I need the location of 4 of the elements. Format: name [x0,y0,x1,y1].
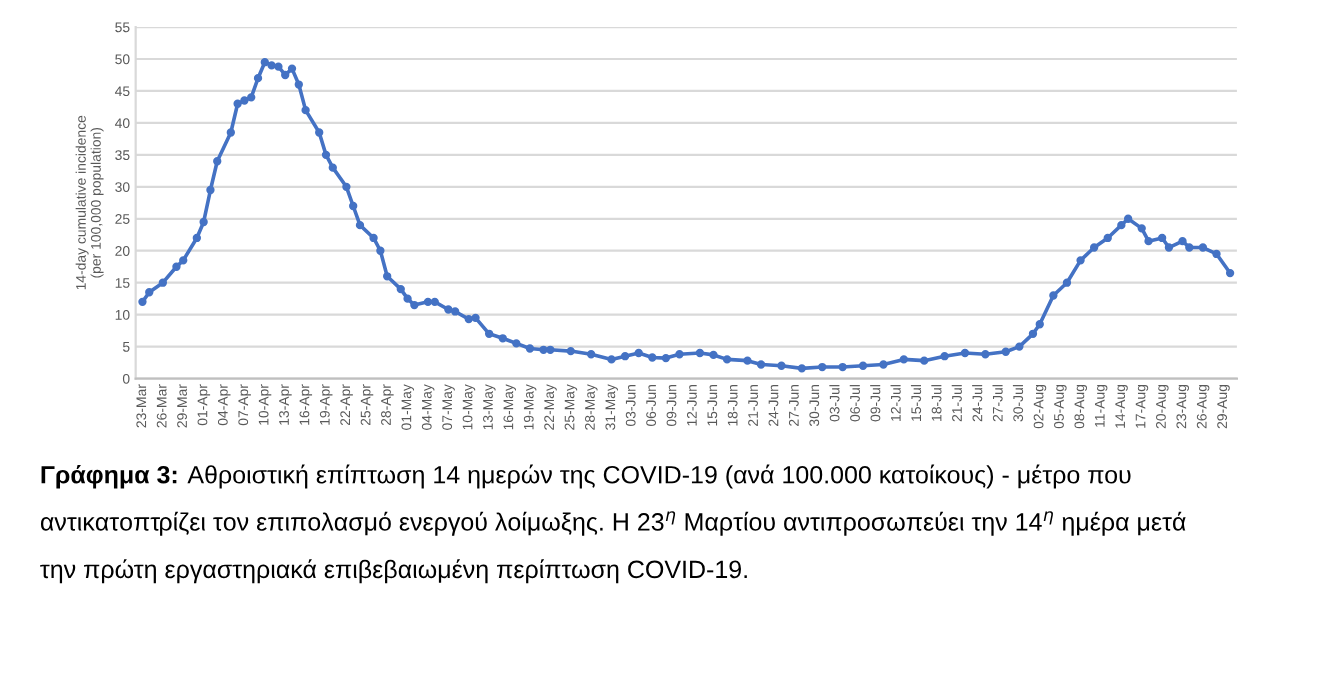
text: Αθροιστική επίπτωση 14 ημερών της COVID-19 (ανά 100.000 κατοίκους) - μέτρο που [187,464,1131,489]
text: αντικατοπτρίζει τον επιπολασμό ενεργού λοίμωξης. Η 23$^{η}$ Μαρτίου αντιπροσωπεύει την 14$^{η}$ ημέρα μετά [40,511,1186,536]
text: Γράφημα 3: [41,464,177,489]
text: την πρώτη εργαστηριακά επιβεβαιωμένη περίπτωση COVID-19. [40,559,747,584]
